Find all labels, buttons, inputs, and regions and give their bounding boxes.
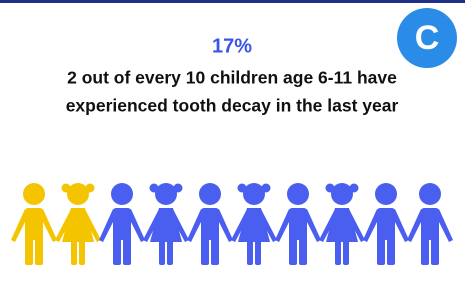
headline: 17% [212, 35, 252, 57]
text-line: 2 out of every 10 children age 6-11 have [67, 68, 397, 88]
child-figure [363, 183, 409, 265]
child-figure [55, 183, 101, 265]
child-figure [187, 183, 233, 265]
top-border [0, 0, 465, 3]
page: {"badge": "C", "headline": "17%", "text_… [0, 0, 465, 286]
child-figure [143, 183, 189, 265]
text-line: experienced tooth decay in the last year [66, 96, 399, 116]
badge-letter: C [415, 19, 440, 57]
child-figure [407, 183, 453, 265]
child-figure [11, 183, 57, 265]
children-row [11, 183, 453, 265]
child-figure [99, 183, 145, 265]
infographic: C 17% 2 out of every 10 children age 6-1… [0, 0, 465, 286]
child-figure [319, 183, 365, 265]
child-figure [275, 183, 321, 265]
child-figure [231, 183, 277, 265]
